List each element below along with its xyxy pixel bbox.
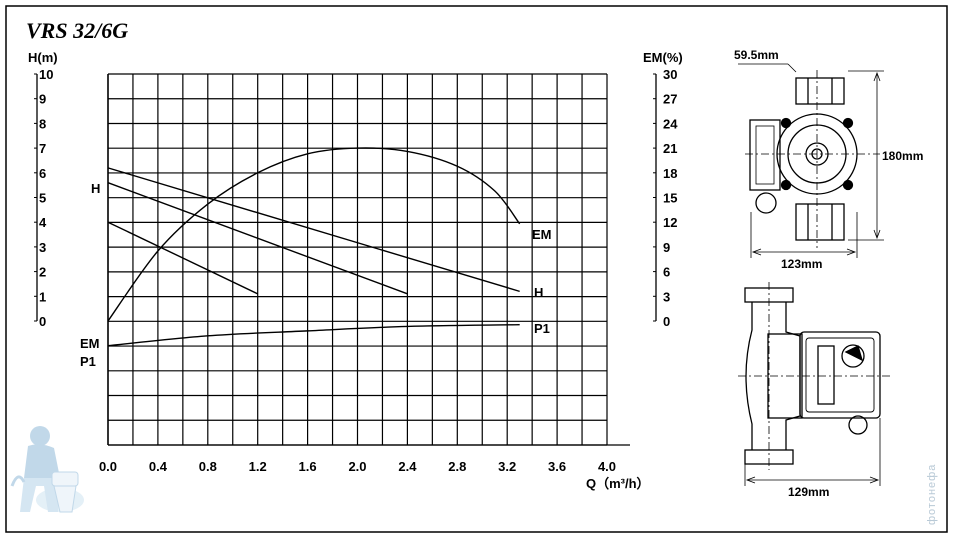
dimension-top-offset: 59.5mm (734, 48, 779, 62)
x-tick-label: 1.6 (299, 459, 317, 474)
plumber-logo (10, 426, 84, 513)
y-tick-left-label: 5 (39, 191, 46, 206)
chart-axes (36, 74, 657, 446)
curve-label-p1-right: P1 (534, 321, 550, 336)
chart-curves (107, 147, 521, 347)
y-tick-left-label: 1 (39, 289, 46, 304)
top-flange (795, 77, 845, 105)
dimension-width-side: 129mm (788, 485, 829, 499)
y-tick-right-label: 3 (663, 289, 670, 304)
x-tick-label: 2.0 (348, 459, 366, 474)
watermark: фотонефа (926, 464, 938, 525)
dimension-width-front: 123mm (781, 257, 822, 271)
y-tick-left-label: 9 (39, 92, 46, 107)
curve-h (107, 167, 520, 293)
y-tick-right-label: 6 (663, 265, 670, 280)
y-tick-right-label: 30 (663, 67, 677, 82)
outer-border (5, 5, 948, 533)
y-axis-label-right: EM(%) (643, 50, 683, 65)
x-axis-label: Q（m³/h） (586, 476, 650, 491)
chart-grid (107, 73, 608, 446)
curve-label-em-left: EM (80, 336, 100, 351)
nameplate (817, 345, 835, 405)
x-tick-label: 4.0 (598, 459, 616, 474)
pump-front-view (738, 63, 884, 258)
y-tick-right-label: 18 (663, 166, 677, 181)
y-tick-right-label: 9 (663, 240, 670, 255)
x-tick-label: 3.2 (498, 459, 516, 474)
y-axis-label-left: H(m) (28, 50, 58, 65)
side-cable-gland (848, 415, 868, 435)
y-tick-left-label: 7 (39, 141, 46, 156)
curve-label-em-right: EM (532, 227, 552, 242)
x-tick-label: 0.4 (149, 459, 168, 474)
curve-p1 (107, 324, 520, 347)
speed-switch (841, 344, 865, 368)
y-tick-right-label: 27 (663, 92, 677, 107)
curve-em (107, 147, 521, 322)
terminal-box (749, 119, 781, 191)
y-tick-right-label: 24 (663, 116, 678, 131)
curve-h (107, 182, 408, 295)
y-tick-left-label: 2 (39, 265, 46, 280)
x-tick-label: 3.6 (548, 459, 566, 474)
x-tick-label: 1.2 (249, 459, 267, 474)
pump-side-view (738, 282, 892, 486)
y-tick-left-label: 0 (39, 314, 46, 329)
y-tick-right-label: 15 (663, 191, 677, 206)
y-tick-left-label: 3 (39, 240, 46, 255)
y-tick-right-label: 21 (663, 141, 677, 156)
cable-gland (755, 192, 777, 214)
y-tick-left-label: 6 (39, 166, 46, 181)
curve-label-h-left: H (91, 181, 100, 196)
x-tick-label: 2.8 (448, 459, 466, 474)
model-title: VRS 32/6G (26, 18, 129, 43)
y-tick-right-label: 0 (663, 314, 670, 329)
x-tick-label: 2.4 (398, 459, 417, 474)
bottom-flange (795, 203, 845, 241)
curve-h (107, 221, 259, 295)
x-tick-label: 0.0 (99, 459, 117, 474)
y-tick-left-label: 8 (39, 116, 46, 131)
motor-block (799, 331, 881, 419)
curve-label-p1-left: P1 (80, 354, 96, 369)
dimension-height: 180mm (882, 149, 923, 163)
curve-label-h-right: H (534, 285, 543, 300)
y-tick-right-label: 12 (663, 215, 677, 230)
y-tick-left-label: 10 (39, 67, 53, 82)
y-tick-left-label: 4 (39, 215, 47, 230)
x-tick-label: 0.8 (199, 459, 217, 474)
